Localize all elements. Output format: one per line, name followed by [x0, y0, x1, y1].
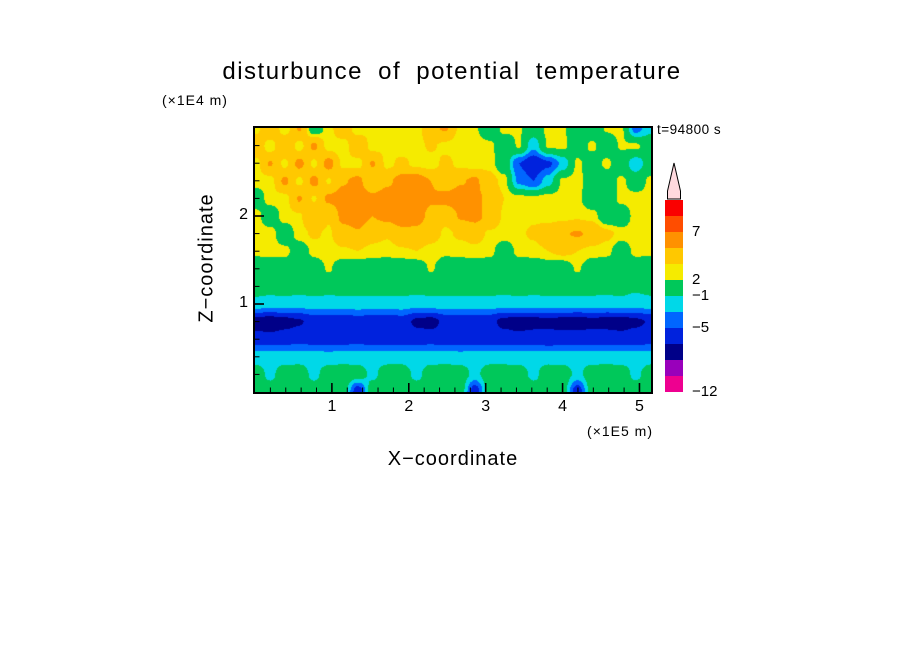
x-tick-label: 5: [635, 398, 644, 415]
page-title: disturbunce of potential temperature: [222, 58, 682, 85]
z-axis-title: Z−coordinate: [195, 193, 218, 323]
colorbar-segment: [665, 280, 683, 296]
colorbar-label: −1: [692, 287, 710, 304]
x-axis-tick-labels: 1 2 3 4 5: [253, 398, 653, 420]
colorbar-segment: [665, 232, 683, 248]
x-tick-label: 4: [558, 398, 568, 415]
colorbar-segment: [665, 200, 683, 216]
z-axis-unit-label: (×1E4 m): [162, 92, 228, 108]
colorbar-arrow-icon: [667, 162, 681, 200]
colorbar-label: −12: [692, 383, 718, 400]
colorbar-segment: [665, 360, 683, 376]
colorbar-segment: [665, 216, 683, 232]
colorbar-segment: [665, 296, 683, 312]
colorbar-label: 2: [692, 271, 701, 288]
z-tick-label: 2: [239, 206, 248, 223]
colorbar-segment: [665, 248, 683, 264]
colorbar-segments: [665, 200, 683, 392]
colorbar: 7 2 −1 −5 −12: [664, 162, 734, 400]
z-tick-label: 1: [239, 294, 248, 311]
colorbar-label: −5: [692, 319, 710, 336]
colorbar-segment: [665, 312, 683, 328]
colorbar-label: 7: [692, 223, 701, 240]
x-tick-label: 1: [327, 398, 337, 415]
plot-area: [253, 126, 653, 394]
time-annotation: t=94800 s: [657, 122, 722, 137]
colorbar-segment: [665, 376, 683, 392]
colorbar-segment: [665, 328, 683, 344]
x-axis-title: X−coordinate: [387, 448, 519, 470]
colorbar-segment: [665, 264, 683, 280]
x-tick-label: 3: [481, 398, 491, 415]
colorbar-segment: [665, 344, 683, 360]
x-axis-unit-label: (×1E5 m): [587, 423, 653, 439]
x-tick-label: 2: [404, 398, 414, 415]
contour-canvas: [255, 128, 651, 392]
